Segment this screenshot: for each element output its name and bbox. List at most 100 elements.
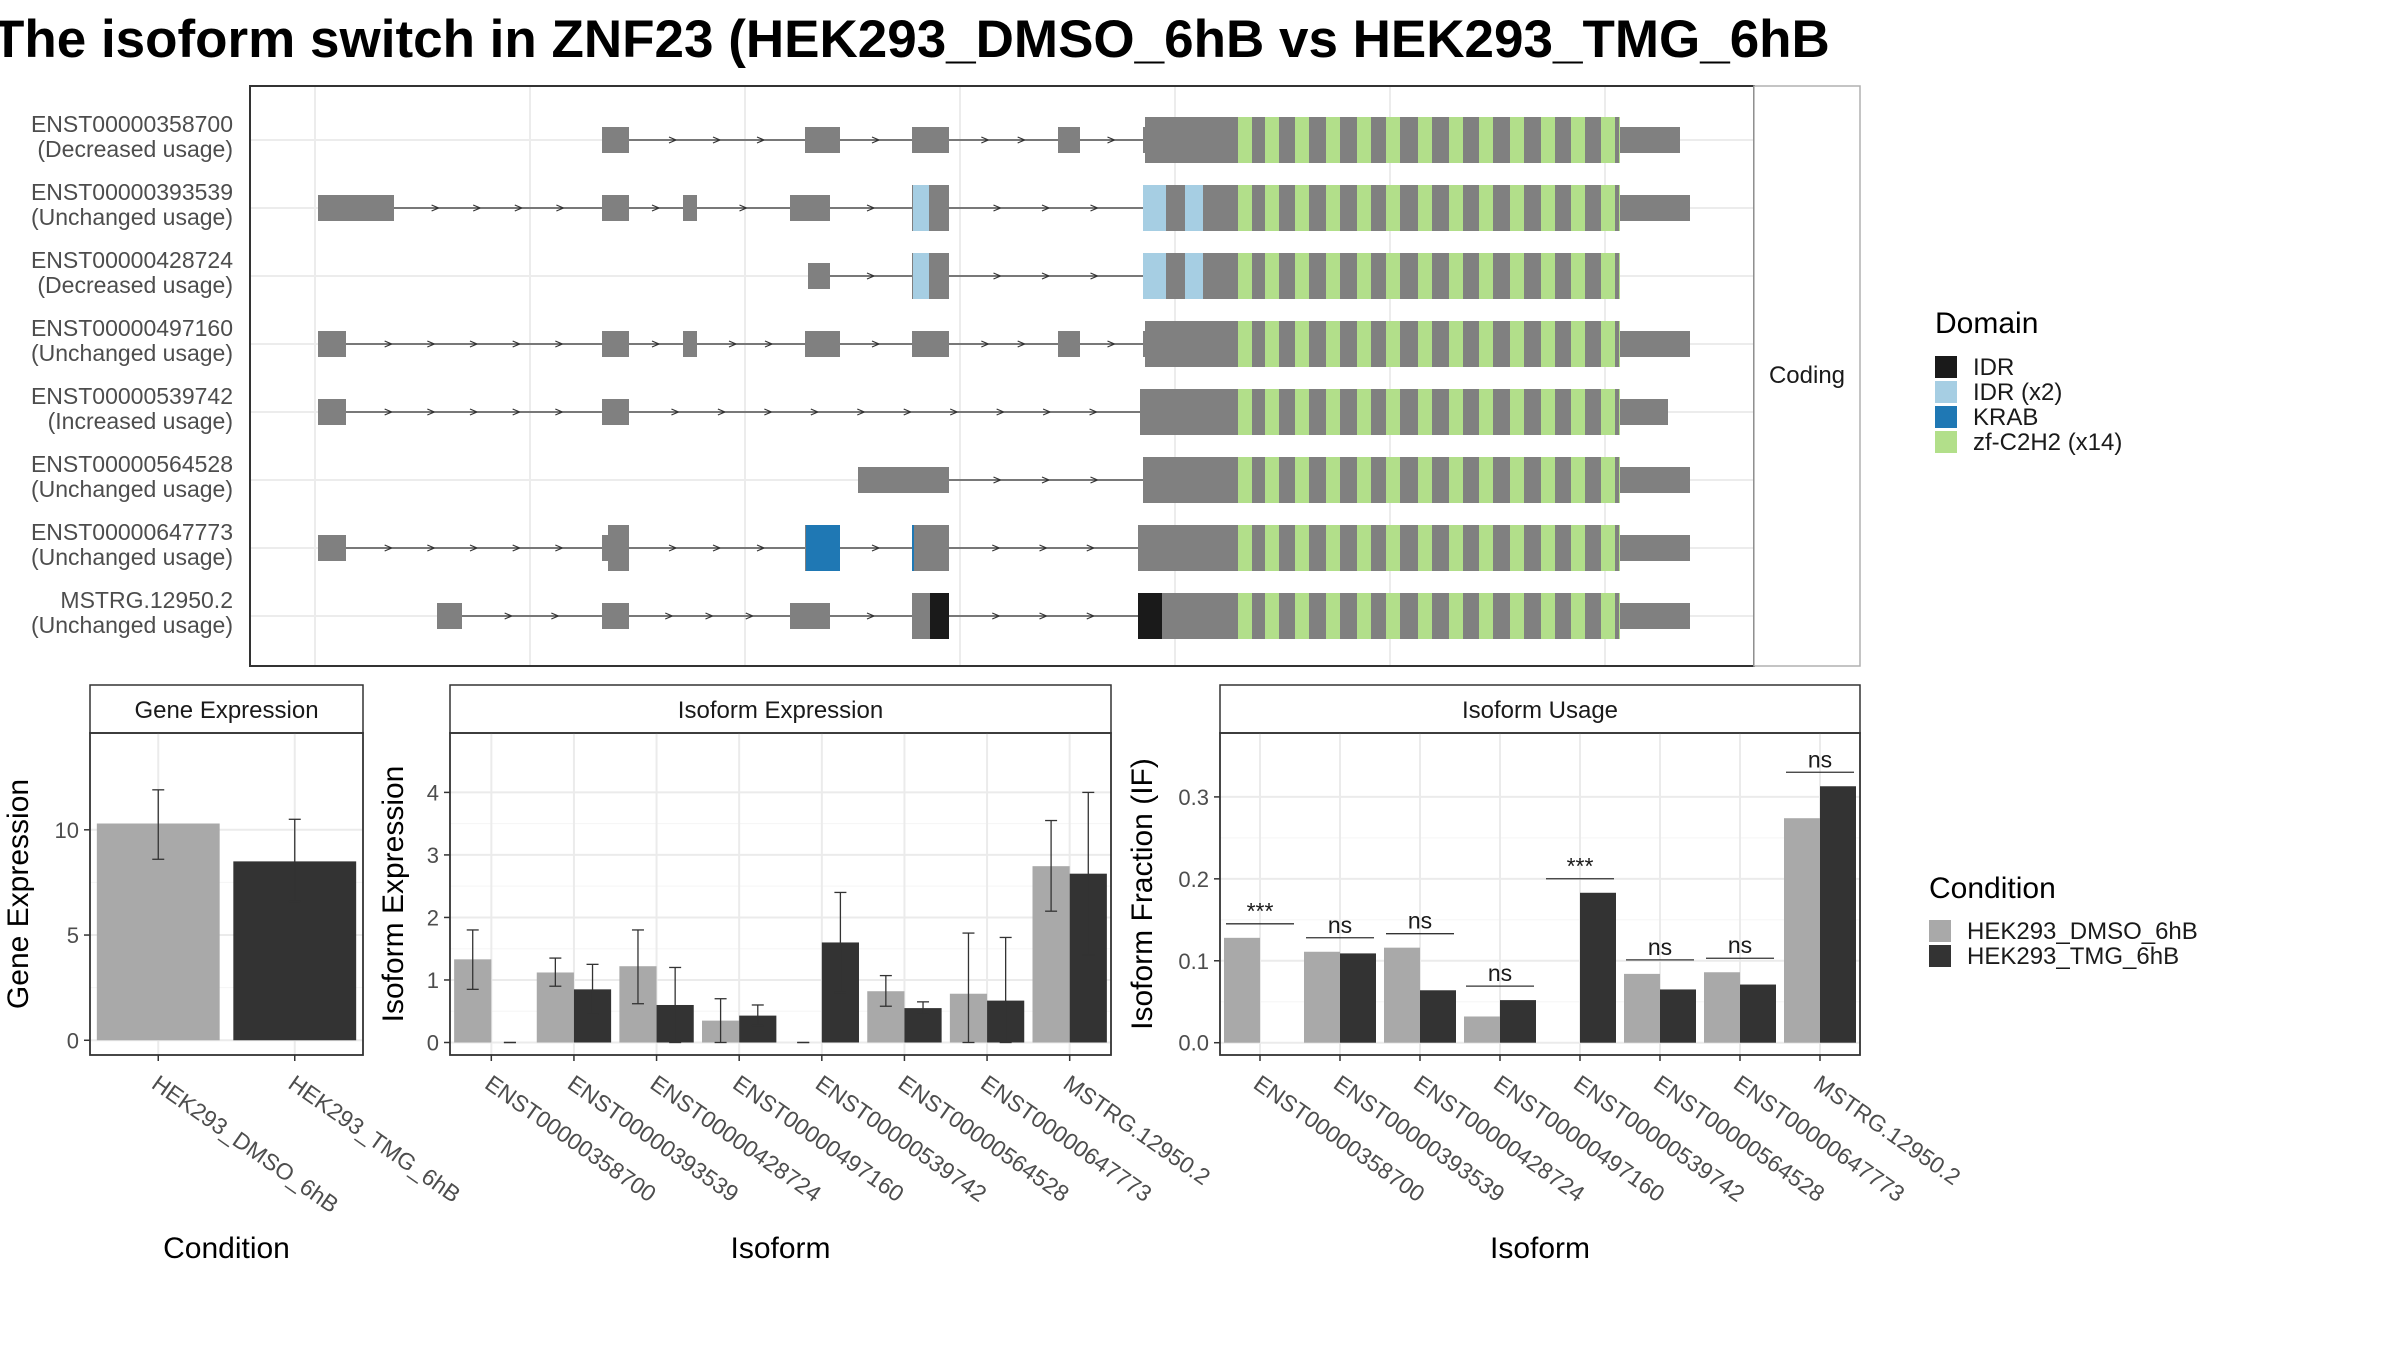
isoform-usage-label: (Increased usage) <box>48 408 233 434</box>
bar <box>1660 989 1696 1043</box>
intron-arrow <box>469 544 479 552</box>
isoform-row: ENST00000428724(Decreased usage) <box>31 247 1620 299</box>
intron-arrow <box>1041 204 1051 212</box>
isoform-usage-label: (Unchanged usage) <box>31 476 233 502</box>
zf-c2h2-domain <box>1265 253 1279 299</box>
facet-strip <box>1753 85 1861 667</box>
intron-arrow <box>512 544 522 552</box>
isoform-row: ENST00000647773(Unchanged usage) <box>31 519 1690 572</box>
exon <box>1143 253 1620 299</box>
significance-label: *** <box>1567 853 1594 879</box>
isoform-row: MSTRG.12950.2(Unchanged usage) <box>31 587 1690 640</box>
intron-arrow <box>1017 136 1027 144</box>
zf-c2h2-domain <box>1265 593 1279 639</box>
intron-arrow <box>1039 544 1049 552</box>
intron-arrow <box>1041 272 1051 280</box>
zf-c2h2-domain <box>1295 457 1309 503</box>
intron-arrow <box>810 408 820 416</box>
zf-c2h2-domain <box>1571 185 1585 231</box>
zf-c2h2-domain <box>1601 525 1615 571</box>
zf-c2h2-domain <box>1601 185 1615 231</box>
zf-c2h2-domain <box>1510 117 1524 163</box>
zf-c2h2-domain <box>1510 253 1524 299</box>
bar <box>1820 786 1856 1043</box>
zf-c2h2-domain <box>1571 321 1585 367</box>
domain-block <box>913 185 929 231</box>
y-tick-label: 0.0 <box>1178 1031 1209 1056</box>
intron-arrow <box>981 340 990 348</box>
domain-block <box>1143 185 1166 231</box>
exon <box>805 127 840 153</box>
exon <box>683 195 697 221</box>
intron-arrow <box>555 544 564 552</box>
bar <box>1704 972 1740 1043</box>
intron-arrow <box>993 204 1003 212</box>
intron-arrow <box>469 340 479 348</box>
domain-block <box>1185 185 1203 231</box>
zf-c2h2-domain <box>1295 117 1309 163</box>
intron-arrow <box>555 340 564 348</box>
zf-c2h2-domain <box>1295 389 1309 435</box>
zf-c2h2-domain <box>1418 253 1432 299</box>
intron-arrow <box>903 408 913 416</box>
zf-c2h2-domain <box>1357 457 1371 503</box>
zf-c2h2-domain <box>1357 593 1371 639</box>
bar <box>1740 984 1776 1043</box>
zf-c2h2-domain <box>1238 457 1252 503</box>
intron-arrow <box>949 408 959 416</box>
panel-title: Gene Expression <box>134 697 318 724</box>
utr-segment <box>1620 603 1690 629</box>
zf-c2h2-domain <box>1418 117 1432 163</box>
zf-c2h2-domain <box>1601 253 1615 299</box>
exon <box>602 195 629 221</box>
y-tick-label: 4 <box>427 780 439 805</box>
intron-arrow <box>427 340 436 348</box>
zf-c2h2-domain <box>1571 117 1585 163</box>
exon <box>1138 525 1690 571</box>
zf-c2h2-domain <box>1619 185 1620 231</box>
intron-arrow <box>555 408 564 416</box>
x-axis-title: Condition <box>163 1232 290 1265</box>
bar <box>1784 818 1820 1043</box>
zf-c2h2-domain <box>1265 321 1279 367</box>
utr-segment <box>1620 127 1680 153</box>
isoform-row: ENST00000358700(Decreased usage) <box>31 111 1680 164</box>
zf-c2h2-domain <box>1238 525 1252 571</box>
zf-c2h2-domain <box>1357 321 1371 367</box>
zf-c2h2-domain <box>1386 457 1400 503</box>
intron-arrow <box>384 544 394 552</box>
zf-c2h2-domain <box>1326 593 1340 639</box>
zf-c2h2-domain <box>1449 117 1463 163</box>
utr-segment <box>602 535 608 561</box>
intron-arrow <box>1042 408 1052 416</box>
y-axis-title: Isoform Fraction (IF) <box>1126 758 1159 1030</box>
domain-legend-key <box>1935 431 1957 453</box>
panel-border <box>89 732 364 1056</box>
zf-c2h2-domain <box>1601 389 1615 435</box>
intron-arrow <box>427 544 436 552</box>
intron-arrow <box>1090 204 1100 212</box>
intron-arrow <box>668 544 678 552</box>
zf-c2h2-domain <box>1510 593 1524 639</box>
intron-arrow <box>992 612 1001 620</box>
domain-block <box>806 525 840 571</box>
zf-c2h2-domain <box>1479 321 1493 367</box>
intron-arrow <box>512 340 522 348</box>
zf-c2h2-domain <box>1619 525 1620 571</box>
zf-c2h2-domain <box>1238 389 1252 435</box>
zf-c2h2-domain <box>1418 185 1432 231</box>
isoform-usage-label: (Unchanged usage) <box>31 340 233 366</box>
condition-legend-label: HEK293_DMSO_6hB <box>1967 918 2198 945</box>
zf-c2h2-domain <box>1265 185 1279 231</box>
intron-arrow <box>756 136 766 144</box>
domain-block <box>930 593 949 639</box>
zf-c2h2-domain <box>1265 389 1279 435</box>
isoform-id-label: ENST00000497160 <box>31 315 233 341</box>
exon <box>912 525 949 571</box>
domain-legend-title: Domain <box>1935 307 2038 340</box>
zf-c2h2-domain <box>1619 321 1620 367</box>
zf-c2h2-domain <box>1449 525 1463 571</box>
intron-arrow <box>728 340 738 348</box>
intron-arrow <box>665 612 674 620</box>
